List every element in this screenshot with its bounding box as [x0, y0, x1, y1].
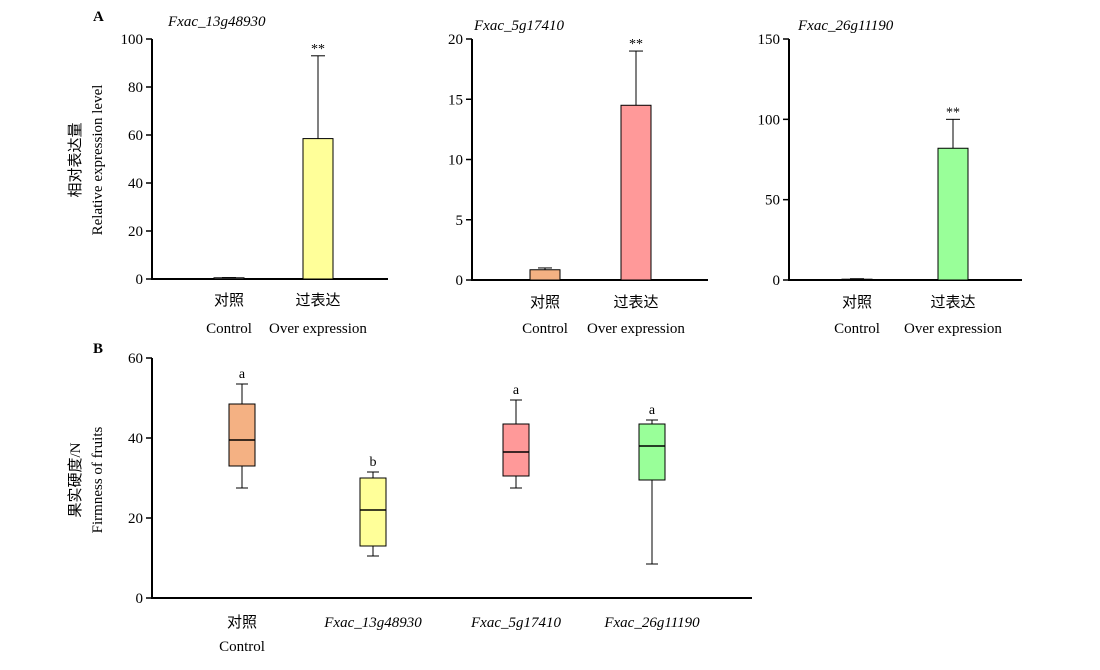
- bar: [302, 138, 334, 280]
- y-tick-label: 0: [136, 591, 144, 607]
- chart-title: Fxac_5g17410: [473, 18, 564, 34]
- category-label-cn: 对照: [842, 294, 872, 311]
- category-label-cn: 过表达: [295, 292, 340, 309]
- y-tick-label: 40: [128, 431, 143, 447]
- y-axis-label: Firmness of fruits: [90, 427, 106, 534]
- y-tick-label: 20: [128, 224, 143, 240]
- y-tick-label: 20: [448, 32, 463, 48]
- chart-title: Fxac_26g11190: [797, 18, 894, 34]
- y-tick-label: 150: [758, 32, 781, 48]
- significance-label: **: [946, 105, 960, 120]
- category-label-cn: 过表达: [930, 294, 975, 311]
- y-tick-label: 60: [128, 128, 143, 144]
- box: [502, 423, 530, 477]
- y-tick-label: 15: [448, 92, 463, 108]
- box: [359, 477, 387, 547]
- category-label-cn: 过表达: [613, 294, 658, 311]
- category-label-en: Control: [219, 639, 265, 655]
- box-chart: 0 20 40 60 a 对照 Control b Fxac_13g48930 a Fxac_5g1…: [67, 351, 752, 655]
- y-tick-label: 0: [136, 272, 144, 288]
- significance-letter: b: [370, 455, 377, 470]
- bar-chart-3: 0 50 100 150 对照 Control ** 过表达 Over expression Fx…: [758, 18, 1022, 337]
- panel-a-label: A: [93, 9, 104, 25]
- y-tick-label: 60: [128, 351, 143, 367]
- chart-title: Fxac_13g48930: [167, 14, 266, 30]
- category-label-en: Over expression: [269, 321, 367, 337]
- bar: [620, 104, 652, 281]
- significance-letter: a: [513, 383, 520, 398]
- bar-chart-2: 0 5 10 15 20 对照 Control ** 过表达 Over expression Fxa…: [448, 18, 708, 337]
- significance-label: **: [629, 37, 643, 52]
- box: [638, 423, 666, 481]
- category-label-cn: 对照: [214, 292, 244, 309]
- y-tick-label: 40: [128, 176, 143, 192]
- category-label: Fxac_13g48930: [323, 615, 422, 631]
- category-label-cn: 对照: [530, 294, 560, 311]
- category-label-en: Control: [834, 321, 880, 337]
- panel-b-label: B: [93, 341, 103, 357]
- significance-letter: a: [649, 403, 656, 418]
- y-tick-label: 20: [128, 511, 143, 527]
- y-tick-label: 80: [128, 80, 143, 96]
- y-tick-label: 0: [456, 273, 464, 289]
- significance-label: **: [311, 42, 325, 57]
- y-tick-label: 50: [765, 193, 780, 209]
- y-axis-label: Relative expression level: [90, 85, 106, 236]
- category-label-en: Control: [206, 321, 252, 337]
- bar: [529, 269, 561, 281]
- bar: [937, 147, 969, 281]
- bar: [841, 278, 873, 281]
- category-label: Fxac_5g17410: [470, 615, 561, 631]
- category-label-en: Over expression: [904, 321, 1002, 337]
- y-tick-label: 10: [448, 153, 463, 169]
- significance-letter: a: [239, 367, 246, 382]
- y-axis-label-cn: 果实硬度/N: [67, 442, 84, 517]
- category-label-en: Control: [522, 321, 568, 337]
- category-label-en: Over expression: [587, 321, 685, 337]
- category-label: Fxac_26g11190: [603, 615, 700, 631]
- bar-chart-1: 0 20 40 60 80 100 对照 Control ** 过表达 Over expressio…: [67, 14, 388, 337]
- category-label-cn: 对照: [227, 614, 257, 631]
- y-tick-label: 0: [773, 273, 781, 289]
- y-tick-label: 100: [121, 32, 144, 48]
- y-axis-label-cn: 相对表达量: [67, 122, 84, 197]
- y-tick-label: 100: [758, 112, 781, 128]
- y-tick-label: 5: [456, 213, 464, 229]
- box: [228, 403, 256, 467]
